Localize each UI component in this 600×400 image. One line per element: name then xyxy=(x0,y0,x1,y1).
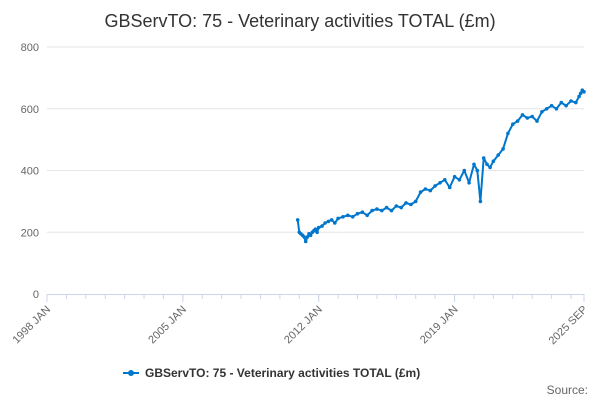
data-point[interactable] xyxy=(501,147,505,151)
data-point[interactable] xyxy=(515,119,520,123)
data-point[interactable] xyxy=(475,168,480,173)
data-point[interactable] xyxy=(478,199,483,204)
data-point[interactable] xyxy=(308,233,313,238)
data-point[interactable] xyxy=(329,218,334,222)
data-point[interactable] xyxy=(375,207,379,211)
data-point[interactable] xyxy=(384,205,389,210)
data-point[interactable] xyxy=(559,100,564,105)
data-point[interactable] xyxy=(323,221,327,225)
data-point[interactable] xyxy=(305,235,310,239)
data-point[interactable] xyxy=(511,122,515,126)
y-tick-label: 600 xyxy=(21,104,39,116)
y-tick-label: 800 xyxy=(21,42,39,54)
data-point[interactable] xyxy=(525,116,530,120)
x-tick-label: 2025 SEP xyxy=(547,304,591,348)
data-point[interactable] xyxy=(409,202,413,207)
data-point[interactable] xyxy=(540,110,544,114)
data-point[interactable] xyxy=(313,227,318,231)
data-point[interactable] xyxy=(452,174,457,179)
data-point[interactable] xyxy=(303,239,308,244)
data-point[interactable] xyxy=(530,114,534,119)
data-point[interactable] xyxy=(496,153,501,157)
data-point[interactable] xyxy=(302,235,306,239)
data-point[interactable] xyxy=(336,216,340,221)
data-point[interactable] xyxy=(360,210,365,214)
data-point[interactable] xyxy=(370,208,374,213)
data-point[interactable] xyxy=(447,185,452,190)
data-point[interactable] xyxy=(578,91,583,96)
data-point[interactable] xyxy=(443,178,447,182)
data-point[interactable] xyxy=(326,219,331,224)
data-point[interactable] xyxy=(488,165,492,170)
data-point[interactable] xyxy=(316,225,321,230)
data-point[interactable] xyxy=(380,208,384,213)
data-point[interactable] xyxy=(433,184,437,188)
data-point[interactable] xyxy=(428,188,433,193)
x-axis-ticks: 1998 JAN 2005 JAN 2012 JAN 2019 JAN 2025 SEP xyxy=(10,294,590,347)
data-point[interactable] xyxy=(457,178,462,182)
y-tick-label: 0 xyxy=(33,289,39,301)
data-point[interactable] xyxy=(346,213,350,218)
data-point[interactable] xyxy=(481,156,486,160)
data-point[interactable] xyxy=(544,107,549,111)
data-point[interactable] xyxy=(485,162,489,167)
data-point[interactable] xyxy=(295,218,300,222)
data-point[interactable] xyxy=(413,199,418,204)
x-tick-label: 2019 JAN xyxy=(418,304,461,347)
series-group xyxy=(295,88,586,244)
data-point[interactable] xyxy=(315,230,319,235)
y-tick-label: 400 xyxy=(21,166,39,178)
data-point[interactable] xyxy=(564,103,568,108)
data-point[interactable] xyxy=(333,221,337,225)
data-point[interactable] xyxy=(506,131,510,136)
data-point[interactable] xyxy=(520,113,525,117)
data-point[interactable] xyxy=(418,190,423,194)
data-point[interactable] xyxy=(462,168,467,173)
data-point[interactable] xyxy=(554,107,559,111)
data-point[interactable] xyxy=(467,181,471,185)
legend-series-label: GBServTO: 75 - Veterinary activities TOT… xyxy=(145,366,420,380)
data-point[interactable] xyxy=(582,90,586,94)
x-tick-label: 2012 JAN xyxy=(282,304,325,347)
data-point[interactable] xyxy=(394,204,399,208)
data-point[interactable] xyxy=(472,162,476,167)
data-point[interactable] xyxy=(535,119,539,123)
data-point[interactable] xyxy=(438,181,442,185)
data-point[interactable] xyxy=(320,224,324,228)
legend[interactable]: GBServTO: 75 - Veterinary activities TOT… xyxy=(123,366,420,380)
data-point[interactable] xyxy=(365,213,370,218)
data-point[interactable] xyxy=(350,215,355,219)
x-tick-label: 2005 JAN xyxy=(146,304,189,347)
y-axis-ticks: 0 200 400 600 800 xyxy=(21,42,39,301)
data-point[interactable] xyxy=(549,103,554,108)
data-point[interactable] xyxy=(577,94,581,99)
legend-series-marker xyxy=(128,370,134,376)
data-point[interactable] xyxy=(399,205,404,210)
source-label[interactable]: Source: xyxy=(547,383,588,397)
grid-lines xyxy=(47,46,584,233)
data-point[interactable] xyxy=(491,159,496,163)
x-tick-label: 1998 JAN xyxy=(10,304,53,347)
chart-title: GBServTO: 75 - Veterinary activities TOT… xyxy=(104,11,495,31)
data-point[interactable] xyxy=(389,208,394,213)
data-point[interactable] xyxy=(574,100,578,105)
data-point[interactable] xyxy=(404,201,408,205)
data-point[interactable] xyxy=(569,99,573,103)
data-point[interactable] xyxy=(355,211,360,216)
data-point[interactable] xyxy=(423,187,428,191)
y-tick-label: 200 xyxy=(21,227,39,239)
data-point[interactable] xyxy=(341,215,345,219)
